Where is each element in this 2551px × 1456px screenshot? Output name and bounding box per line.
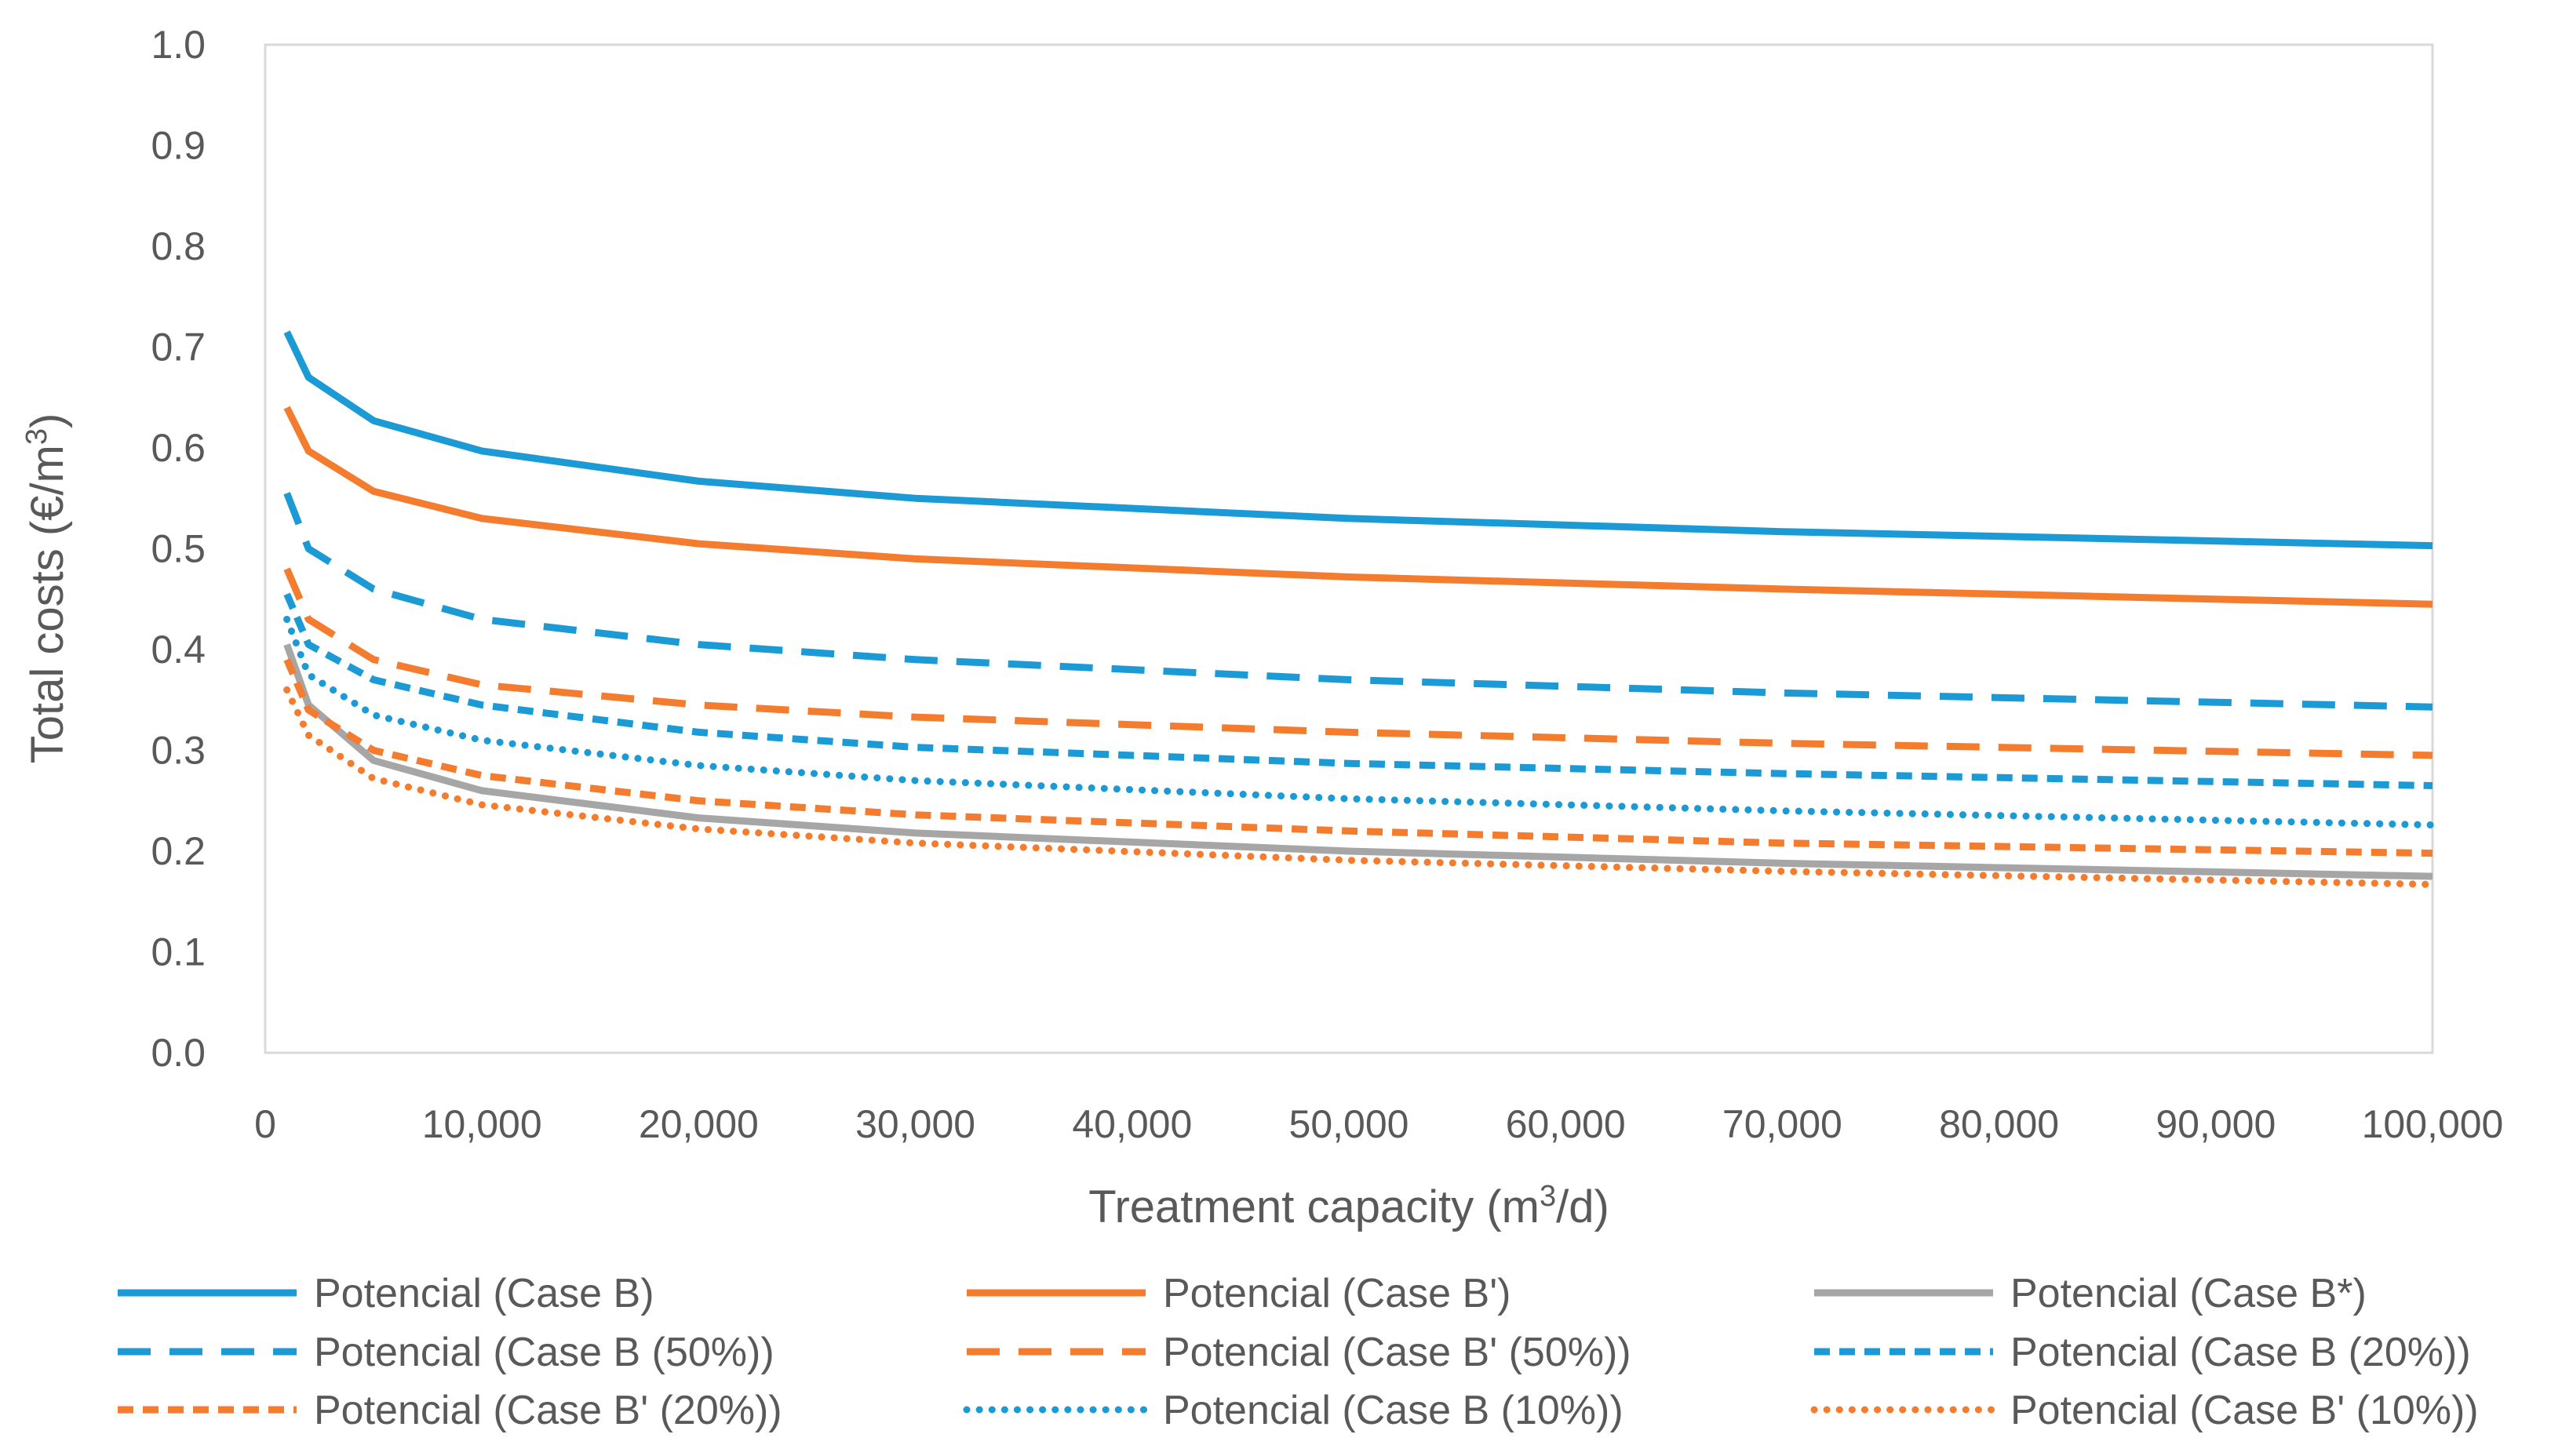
- y-tick-label: 0.1: [151, 930, 206, 974]
- x-axis-ticks: 0 10,000 20,000 30,000 40,000 50,000 60,000 70,…: [254, 1102, 2503, 1146]
- x-tick-label: 10,000: [422, 1102, 542, 1146]
- x-tick-label: 30,000: [855, 1102, 975, 1146]
- legend-label: Potencial (Case B' (20%)): [314, 1388, 782, 1433]
- legend-item-1: Potencial (Case B): [118, 1271, 654, 1316]
- legend-item-4: Potencial (Case B (50%)): [118, 1330, 774, 1375]
- legend-label: Potencial (Case B (10%)): [1163, 1388, 1624, 1433]
- x-tick-label: 0: [254, 1102, 276, 1146]
- legend-label: Potencial (Case B): [314, 1271, 654, 1316]
- x-tick-label: 20,000: [639, 1102, 759, 1146]
- x-tick-label: 60,000: [1506, 1102, 1626, 1146]
- y-axis-title-main: Total costs (€/m: [22, 445, 73, 763]
- y-tick-label: 0.9: [151, 124, 206, 168]
- plot-area-border: [264, 43, 2434, 1054]
- x-tick-label: 90,000: [2156, 1102, 2276, 1146]
- legend-item-3: Potencial (Case B*): [1814, 1271, 2367, 1316]
- legend-item-5: Potencial (Case B' (50%)): [967, 1330, 1631, 1375]
- x-tick-label: 70,000: [1722, 1102, 1842, 1146]
- series-line-8: [283, 616, 2436, 829]
- y-tick-label: 0.3: [151, 729, 206, 773]
- x-axis-title: Treatment capacity (m3/d): [1088, 1180, 1609, 1232]
- y-tick-label: 0.7: [151, 326, 206, 369]
- y-axis-title-superscript: 3: [20, 428, 53, 445]
- y-axis-title: Total costs (€/m3): [20, 413, 73, 764]
- legend-label: Potencial (Case B (20%)): [2010, 1330, 2471, 1375]
- y-tick-label: 0.5: [151, 527, 206, 571]
- legend-label: Potencial (Case B*): [2010, 1271, 2367, 1316]
- y-tick-label: 0.4: [151, 628, 206, 672]
- series-line-1: [283, 330, 2433, 550]
- x-tick-label: 40,000: [1072, 1102, 1192, 1146]
- legend-label: Potencial (Case B' (50%)): [1163, 1330, 1631, 1375]
- x-tick-label: 50,000: [1289, 1102, 1409, 1146]
- legend-label: Potencial (Case B' (10%)): [2010, 1388, 2479, 1433]
- y-tick-label: 0.0: [151, 1031, 206, 1075]
- x-axis-title-suffix: /d): [1556, 1181, 1609, 1232]
- y-tick-label: 1.0: [151, 23, 206, 67]
- legend-label: Potencial (Case B (50%)): [314, 1330, 774, 1375]
- series-line-6: [283, 592, 2433, 789]
- x-tick-label: 100,000: [2362, 1102, 2504, 1146]
- legend-label: Potencial (Case B'): [1163, 1271, 1511, 1316]
- x-tick-label: 80,000: [1939, 1102, 2059, 1146]
- legend-item-6: Potencial (Case B (20%)): [1814, 1330, 2471, 1375]
- series-line-7: [283, 658, 2433, 857]
- legend: Potencial (Case B) Potencial (Case B') Pot…: [118, 1271, 2479, 1433]
- series-line-4: [283, 492, 2433, 711]
- y-tick-label: 0.6: [151, 426, 206, 470]
- series-lines: [283, 330, 2436, 888]
- y-axis-ticks: 0.0 0.1 0.2 0.3 0.4 0.5 0.6 0.7 0.8 0.9 1.0: [151, 23, 206, 1075]
- series-line-9: [283, 686, 2436, 888]
- legend-item-8: Potencial (Case B (10%)): [963, 1388, 1624, 1433]
- x-axis-title-main: Treatment capacity (m: [1088, 1181, 1540, 1232]
- y-tick-label: 0.2: [151, 829, 206, 873]
- series-line-2: [283, 406, 2433, 608]
- legend-item-2: Potencial (Case B'): [967, 1271, 1511, 1316]
- legend-item-7: Potencial (Case B' (20%)): [118, 1388, 782, 1433]
- x-axis-title-superscript: 3: [1540, 1180, 1556, 1213]
- legend-item-9: Potencial (Case B' (10%)): [1810, 1388, 2479, 1433]
- y-tick-label: 0.8: [151, 224, 206, 268]
- y-axis-title-suffix: ): [22, 413, 73, 428]
- series-line-5: [283, 567, 2433, 759]
